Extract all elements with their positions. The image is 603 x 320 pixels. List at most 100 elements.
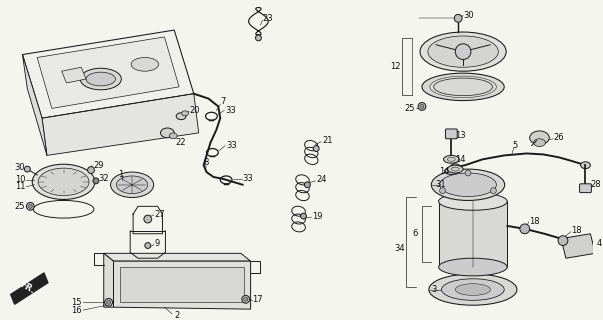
Ellipse shape xyxy=(131,58,159,71)
Circle shape xyxy=(145,243,151,248)
Text: 8: 8 xyxy=(204,158,209,167)
Text: 10: 10 xyxy=(14,175,25,184)
Text: 22: 22 xyxy=(175,138,186,147)
Text: FR.: FR. xyxy=(18,280,36,295)
Text: 2: 2 xyxy=(174,310,180,319)
Text: 25: 25 xyxy=(405,104,415,113)
Text: 19: 19 xyxy=(312,212,323,220)
Text: 17: 17 xyxy=(253,295,263,304)
Ellipse shape xyxy=(169,133,177,139)
FancyBboxPatch shape xyxy=(579,184,592,193)
Polygon shape xyxy=(438,201,507,267)
Text: 33: 33 xyxy=(226,141,237,150)
Text: 33: 33 xyxy=(225,106,236,115)
Text: 18: 18 xyxy=(529,217,539,226)
Ellipse shape xyxy=(116,176,148,194)
Text: 25: 25 xyxy=(14,202,25,211)
Ellipse shape xyxy=(438,193,507,210)
Circle shape xyxy=(107,300,110,304)
Ellipse shape xyxy=(444,168,458,174)
Ellipse shape xyxy=(420,32,506,71)
Text: 34: 34 xyxy=(394,244,405,253)
Ellipse shape xyxy=(32,164,95,199)
Circle shape xyxy=(300,213,306,219)
Text: 15: 15 xyxy=(71,298,82,307)
Text: 16: 16 xyxy=(71,306,82,315)
Text: 28: 28 xyxy=(590,180,601,189)
Ellipse shape xyxy=(110,172,154,197)
Text: 26: 26 xyxy=(553,133,564,142)
Ellipse shape xyxy=(447,165,463,173)
Circle shape xyxy=(28,204,32,208)
Polygon shape xyxy=(104,253,113,307)
Circle shape xyxy=(520,224,529,234)
Circle shape xyxy=(440,188,446,194)
Text: 12: 12 xyxy=(390,62,400,71)
Text: 23: 23 xyxy=(262,14,273,23)
Ellipse shape xyxy=(182,111,188,116)
Circle shape xyxy=(454,14,462,22)
Text: 31: 31 xyxy=(436,180,446,189)
Ellipse shape xyxy=(428,36,498,67)
Ellipse shape xyxy=(176,113,186,120)
Ellipse shape xyxy=(438,258,507,276)
Circle shape xyxy=(455,44,471,60)
Polygon shape xyxy=(561,234,595,258)
Polygon shape xyxy=(62,67,86,83)
Circle shape xyxy=(305,182,311,188)
Ellipse shape xyxy=(431,169,505,200)
Ellipse shape xyxy=(422,73,504,100)
Ellipse shape xyxy=(38,168,89,196)
Circle shape xyxy=(558,236,568,245)
Circle shape xyxy=(27,203,34,210)
Ellipse shape xyxy=(581,162,590,169)
Circle shape xyxy=(314,146,319,151)
Text: 1: 1 xyxy=(118,171,124,180)
Ellipse shape xyxy=(86,72,116,86)
Circle shape xyxy=(144,215,152,223)
Circle shape xyxy=(418,102,426,110)
Polygon shape xyxy=(22,30,194,118)
Ellipse shape xyxy=(429,274,517,305)
Text: 33: 33 xyxy=(243,174,253,183)
Ellipse shape xyxy=(443,156,459,163)
Polygon shape xyxy=(42,94,199,156)
Text: 4: 4 xyxy=(596,239,602,248)
Circle shape xyxy=(242,295,250,303)
Circle shape xyxy=(256,35,261,41)
Ellipse shape xyxy=(534,139,545,147)
Text: 6: 6 xyxy=(412,229,417,238)
Text: 14: 14 xyxy=(455,155,466,164)
Circle shape xyxy=(490,188,496,194)
Ellipse shape xyxy=(160,128,174,138)
Ellipse shape xyxy=(441,279,504,300)
Ellipse shape xyxy=(529,131,549,145)
Text: 7: 7 xyxy=(220,97,226,106)
Polygon shape xyxy=(113,261,251,309)
Text: 18: 18 xyxy=(571,226,581,235)
Text: 24: 24 xyxy=(316,175,327,184)
Text: 11: 11 xyxy=(14,182,25,191)
Text: 30: 30 xyxy=(463,11,474,20)
Text: 20: 20 xyxy=(189,106,200,115)
Circle shape xyxy=(87,167,95,173)
Circle shape xyxy=(465,170,471,176)
Polygon shape xyxy=(37,37,179,108)
Ellipse shape xyxy=(450,164,460,171)
Polygon shape xyxy=(22,54,47,156)
Ellipse shape xyxy=(455,284,490,295)
Text: 9: 9 xyxy=(154,239,160,248)
Circle shape xyxy=(93,178,99,184)
Text: 21: 21 xyxy=(322,136,333,145)
Polygon shape xyxy=(104,253,251,261)
Text: 32: 32 xyxy=(98,174,109,183)
FancyBboxPatch shape xyxy=(446,129,457,139)
Text: 3: 3 xyxy=(432,285,437,294)
Circle shape xyxy=(244,297,248,301)
Ellipse shape xyxy=(80,68,121,90)
Text: 5: 5 xyxy=(512,141,517,150)
Ellipse shape xyxy=(440,173,496,196)
Text: 30: 30 xyxy=(14,163,25,172)
Polygon shape xyxy=(11,273,48,304)
Text: 13: 13 xyxy=(455,131,466,140)
